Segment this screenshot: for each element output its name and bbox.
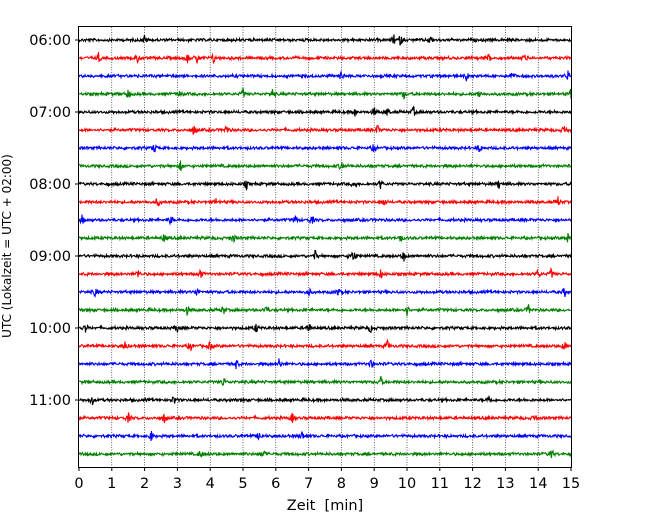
x-tick-label: 5: [238, 476, 247, 492]
x-tick-label: 6: [271, 476, 280, 492]
trace-group: [78, 34, 572, 459]
y-axis-title: UTC (Lokalzeit = UTC + 02:00): [0, 154, 14, 338]
x-axis-ticks: 0 1 2 3 4 5 6 7 8 9 10 11 12 13 14 15: [74, 467, 580, 492]
x-tick-label: 3: [173, 476, 182, 492]
x-tick-label: 2: [140, 476, 149, 492]
seismic-trace: [78, 51, 572, 65]
x-tick-label: 14: [529, 476, 547, 492]
seismic-trace: [78, 323, 572, 334]
seismic-trace: [78, 266, 572, 279]
seismic-trace: [78, 358, 572, 370]
x-tick-label: 15: [562, 476, 580, 492]
x-tick-label: 12: [463, 476, 481, 492]
seismic-trace: [78, 304, 572, 317]
x-tick-label: 9: [370, 476, 379, 492]
x-tick-label: 10: [398, 476, 416, 492]
seismic-trace: [78, 375, 572, 386]
x-tick-label: 8: [337, 476, 346, 492]
seismic-trace: [78, 249, 572, 262]
y-tick-label: 07:00: [29, 105, 71, 121]
y-tick-label: 08:00: [29, 177, 71, 193]
x-axis-title: Zeit [min]: [287, 498, 363, 514]
x-tick-label: 11: [431, 476, 449, 492]
seismic-trace: [78, 214, 572, 226]
seismic-trace: [78, 449, 572, 459]
y-axis-ticks: 06:00 07:00 08:00 09:00 10:00 11:00: [29, 33, 79, 409]
x-tick-label: 4: [206, 476, 215, 492]
seismic-trace: [78, 412, 572, 424]
plot-frame: [78, 26, 572, 468]
seismic-trace: [78, 338, 572, 352]
seismic-trace: [79, 87, 572, 100]
x-tick-label: 0: [74, 476, 83, 492]
y-tick-label: 09:00: [29, 249, 71, 265]
seismic-trace: [78, 430, 572, 442]
seismic-trace: [78, 69, 572, 82]
seismic-trace: [78, 287, 572, 298]
x-tick-label: 13: [496, 476, 514, 492]
seismic-trace: [78, 160, 572, 171]
x-tick-label: 7: [304, 476, 313, 492]
x-tick-label: 1: [107, 476, 116, 492]
y-tick-label: 11:00: [29, 393, 71, 409]
seismic-trace: [78, 105, 572, 117]
seismic-trace: [78, 196, 572, 207]
seismic-trace: [78, 395, 572, 406]
seismic-trace: [78, 34, 572, 46]
y-tick-label: 10:00: [29, 321, 71, 337]
seismic-trace: [78, 143, 572, 153]
seismic-trace: [78, 232, 572, 244]
seismic-trace: [78, 124, 572, 135]
seismic-trace: [78, 179, 572, 192]
grid-lines: [111, 27, 539, 467]
y-tick-label: 06:00: [29, 33, 71, 49]
